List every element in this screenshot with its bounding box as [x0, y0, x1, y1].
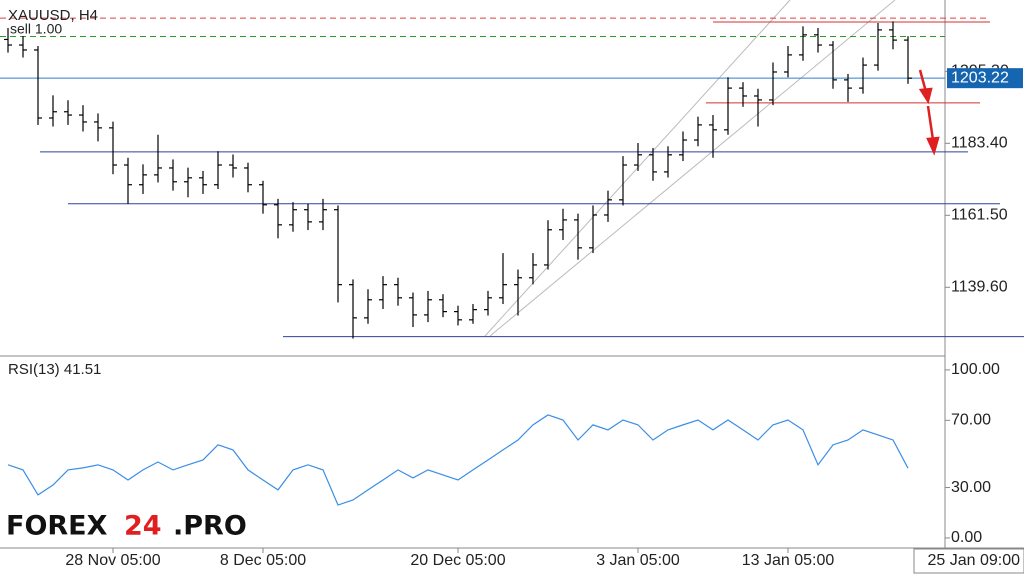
y-tick-label: 0.00	[951, 529, 982, 546]
y-tick-label: 1139.60	[951, 279, 1008, 296]
x-tick-label: 3 Jan 05:00	[596, 552, 680, 569]
time-badge	[913, 548, 1024, 574]
y-tick-label: 30.00	[951, 479, 991, 496]
x-tick-label: 25 Jan 09:00	[927, 552, 1020, 569]
indicator-line	[7, 414, 909, 506]
y-tick-label: 1161.50	[951, 207, 1008, 224]
logo-part: FOREX	[6, 511, 108, 542]
y-tick-label: 70.00	[951, 412, 991, 429]
indicator-title: RSI(13) 41.51	[8, 361, 101, 378]
y-tick-label: 1183.40	[951, 135, 1008, 152]
x-tick-label: 28 Nov 05:00	[65, 552, 160, 569]
chart-title: XAUUSD, H4	[8, 7, 98, 24]
logo-part: .PRO	[173, 511, 247, 542]
x-tick-label: 8 Dec 05:00	[220, 552, 306, 569]
logo: FOREX 24 .PRO	[6, 511, 247, 542]
channel-line	[489, 0, 896, 337]
order-label: sell 1.00	[10, 21, 62, 37]
forecast-arrows	[918, 69, 940, 156]
x-tick-label: 13 Jan 05:00	[742, 552, 835, 569]
price-badge	[947, 68, 1023, 89]
logo-part: 24	[124, 511, 162, 542]
x-tick-label: 20 Dec 05:00	[410, 552, 505, 569]
price-badge-label: 1203.22	[951, 69, 1009, 86]
y-tick-label: 100.00	[951, 361, 1000, 378]
